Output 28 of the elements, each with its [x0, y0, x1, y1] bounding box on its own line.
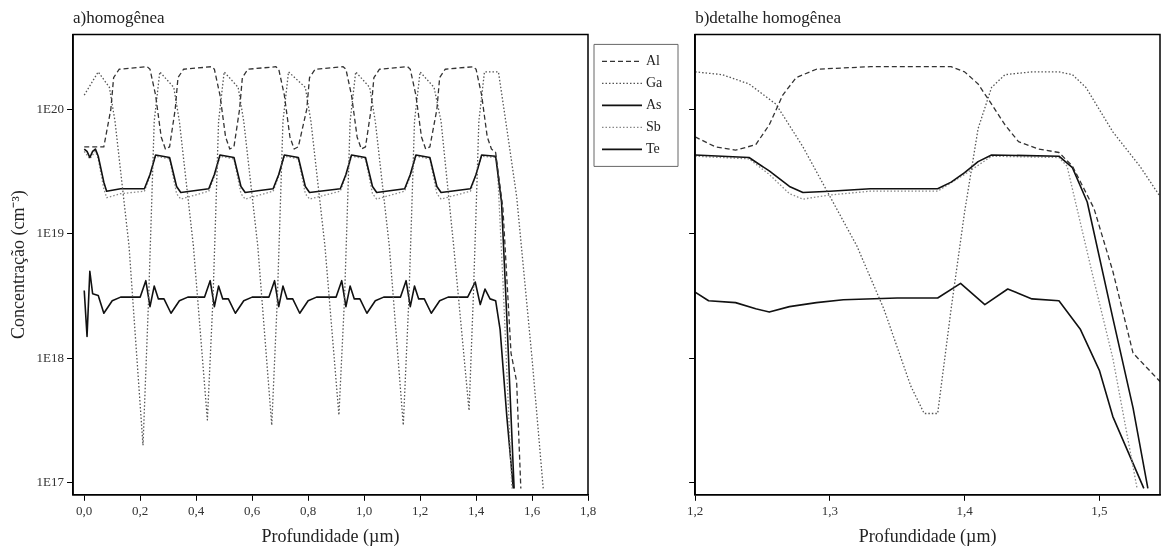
x-tick-label: 1,4 — [467, 503, 485, 519]
x-tick-label: 1,8 — [579, 503, 597, 519]
x-tick-label: 0,4 — [188, 503, 205, 519]
x-tick-label: 0,6 — [244, 503, 261, 519]
x-tick-label: 1,3 — [821, 503, 838, 519]
chart-title: b)detalhe homogênea — [695, 7, 842, 27]
x-tick-label: 1,6 — [523, 503, 541, 519]
legend-label: As — [646, 97, 662, 113]
legend-label: Sb — [646, 119, 661, 135]
legend-label: Ga — [646, 75, 664, 91]
y-tick-label: 1E20 — [36, 100, 65, 116]
legend-label: Te — [646, 141, 660, 157]
x-tick-label: 1,2 — [687, 503, 704, 519]
x-tick-label: 1,0 — [355, 503, 373, 519]
x-tick-label: 1,5 — [1091, 503, 1108, 519]
y-axis-title: Concentração (cm⁻³) — [7, 190, 29, 340]
y-tick-label: 1E19 — [36, 225, 65, 241]
y-tick-label: 1E17 — [36, 474, 65, 490]
x-axis-title: Profundidade (µm) — [261, 525, 400, 547]
y-tick-label: 1E18 — [36, 349, 65, 365]
legend-label: Al — [646, 53, 661, 69]
x-tick-label: 1,2 — [411, 503, 429, 519]
x-axis-title: Profundidade (µm) — [858, 525, 997, 547]
chart-title: a)homogênea — [73, 7, 166, 27]
x-tick-label: 0,8 — [300, 503, 317, 519]
x-tick-label: 0,0 — [76, 503, 93, 519]
x-tick-label: 0,2 — [132, 503, 149, 519]
x-tick-label: 1,4 — [956, 503, 974, 519]
